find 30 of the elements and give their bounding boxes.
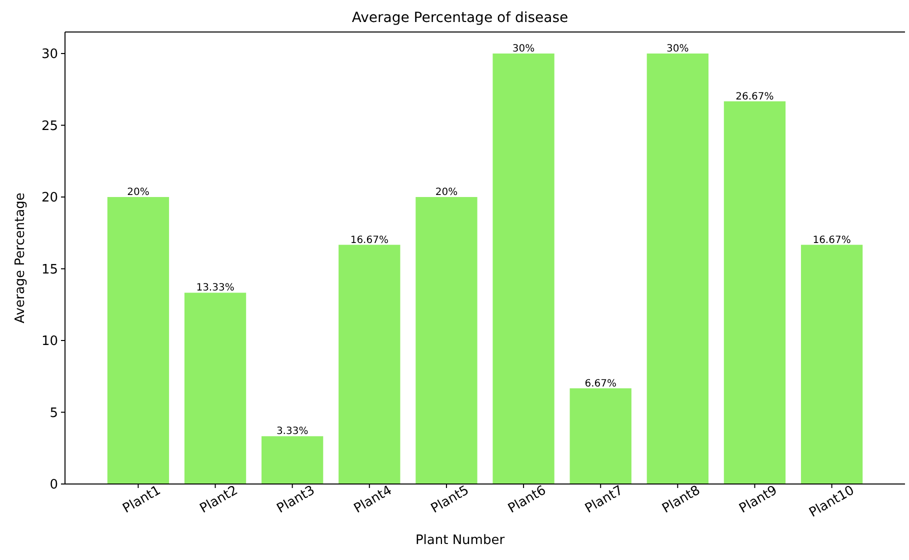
x-axis-title: Plant Number	[415, 533, 506, 548]
y-tick-label: 25	[41, 118, 58, 134]
bar	[262, 436, 324, 484]
bar	[338, 244, 400, 484]
y-tick-label: 15	[41, 262, 58, 278]
chart-title: Average Percentage of disease	[352, 10, 568, 26]
data-label: 30%	[512, 44, 535, 55]
bar	[646, 54, 708, 484]
y-tick-label: 5	[50, 406, 58, 421]
data-label: 13.33%	[196, 282, 234, 294]
data-label: 6.67%	[584, 378, 616, 390]
y-tick-label: 0	[50, 478, 58, 493]
bar	[416, 197, 478, 484]
bar	[184, 292, 246, 484]
y-tick-label: 30	[41, 47, 58, 62]
y-tick-label: 10	[41, 334, 58, 350]
data-label: 16.67%	[812, 234, 851, 246]
data-label: 3.33%	[276, 426, 308, 438]
bar	[107, 197, 170, 484]
data-label: 16.67%	[350, 234, 388, 246]
bar	[724, 101, 786, 484]
data-label: 20%	[435, 187, 458, 198]
data-label: 26.67%	[736, 91, 774, 102]
y-axis-title: Average Percentage	[13, 192, 28, 324]
data-label: 30%	[666, 44, 689, 55]
bar	[570, 388, 632, 484]
y-tick-label: 20	[41, 190, 58, 206]
bar	[800, 244, 863, 484]
data-label: 20%	[127, 187, 150, 198]
bar	[492, 54, 554, 484]
